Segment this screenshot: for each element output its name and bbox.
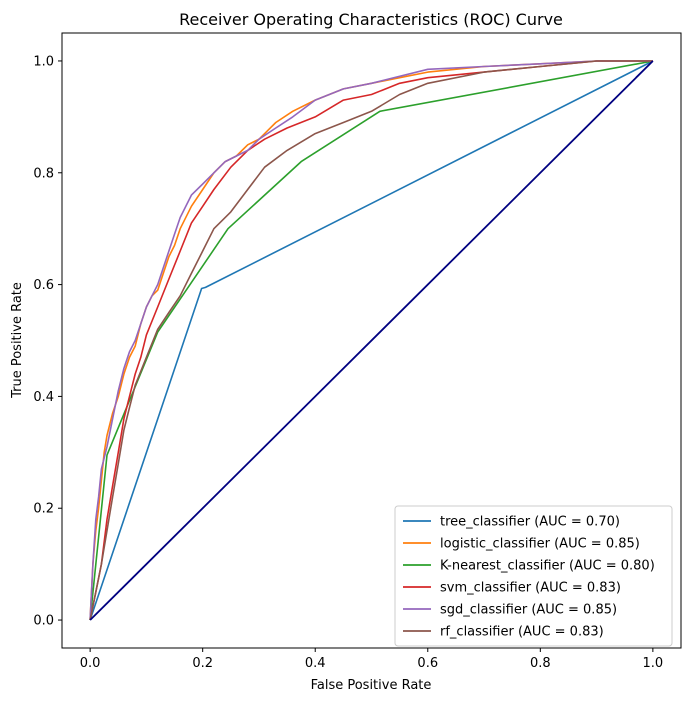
series-line-3 (89, 60, 653, 621)
plot-area (89, 60, 654, 621)
x-tick-label: 0.6 (417, 656, 438, 671)
legend-label: logistic_classifier (AUC = 0.85) (440, 537, 640, 552)
legend-label: K-nearest_classifier (AUC = 0.80) (440, 559, 655, 574)
x-tick-label: 0.4 (305, 656, 326, 671)
y-tick-label: 0.6 (33, 278, 54, 293)
legend-label: svm_classifier (AUC = 0.83) (440, 581, 621, 596)
legend: tree_classifier (AUC = 0.70) logistic_cla… (394, 505, 673, 647)
legend-box (394, 505, 673, 647)
legend-label: rf_classifier (AUC = 0.83) (440, 625, 604, 640)
legend-label: sgd_classifier (AUC = 0.85) (440, 603, 617, 618)
x-tick-label: 0.2 (192, 656, 213, 671)
series-line-0 (89, 60, 654, 621)
legend-label: tree_classifier (AUC = 0.70) (440, 515, 620, 530)
axes-frame (61, 32, 682, 649)
series-line-4 (89, 60, 653, 621)
y-tick-label: 0.0 (33, 614, 54, 629)
y-tick-label: 0.2 (33, 502, 54, 517)
chart-title: Receiver Operating Characteristics (ROC)… (179, 10, 563, 29)
y-tick-label: 0.4 (33, 390, 54, 405)
x-tick-label: 1.0 (643, 656, 664, 671)
y-axis-label: True Positive Rate (10, 282, 25, 399)
diagonal-reference-line (89, 60, 654, 621)
x-tick-label: 0.8 (530, 656, 551, 671)
series-line-5 (89, 60, 653, 621)
x-tick-label: 0.0 (80, 656, 101, 671)
series-line-2 (89, 60, 654, 621)
y-tick-label: 1.0 (33, 54, 54, 69)
y-tick-label: 0.8 (33, 166, 54, 181)
x-axis-label: False Positive Rate (311, 678, 432, 693)
axis-ticks: 0.0 0.2 0.4 0.6 0.8 1.0 0.0 0.2 0.4 0.6 0.8 1.0 (33, 54, 663, 671)
